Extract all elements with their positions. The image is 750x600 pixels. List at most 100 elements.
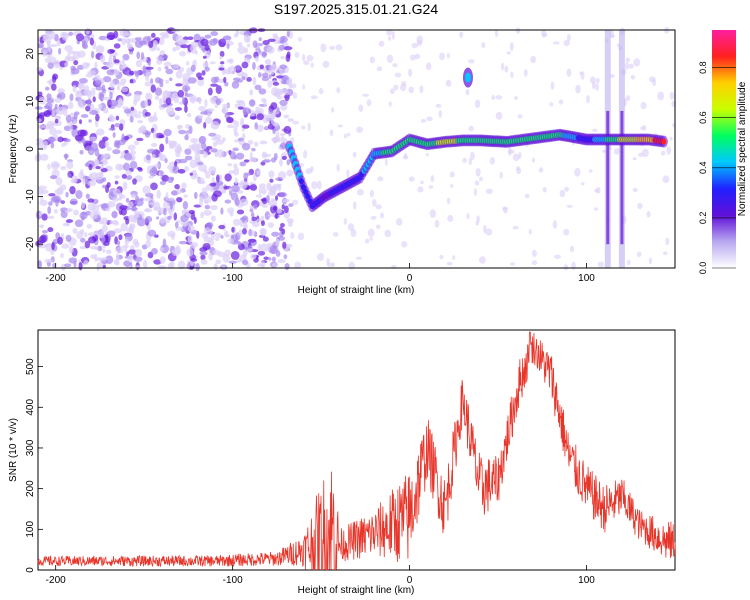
spectrogram-noise-speck bbox=[75, 190, 83, 199]
spectrogram-noise-speck bbox=[219, 55, 223, 60]
spectrogram-noise-speck bbox=[208, 132, 217, 137]
colorbar-label: Normalized spectral amplitude bbox=[737, 81, 748, 216]
spectrogram-noise-speck bbox=[660, 150, 666, 156]
spectrogram-noise-speck bbox=[102, 96, 111, 101]
spectrogram-noise-speck bbox=[588, 169, 593, 173]
spectrogram-noise-speck bbox=[491, 95, 496, 101]
spectrogram-noise-speck bbox=[408, 176, 415, 182]
snr-frame bbox=[37, 329, 676, 571]
spectrogram-noise-speck bbox=[218, 38, 227, 48]
spectrogram-noise-speck bbox=[136, 137, 144, 142]
spectrogram-noise-speck bbox=[137, 167, 143, 172]
spectrogram-noise-speck bbox=[60, 252, 64, 259]
spectrogram-noise-speck bbox=[252, 61, 256, 71]
spectrogram-noise-speck bbox=[294, 51, 300, 59]
spectrogram-noise-speck bbox=[219, 50, 225, 58]
snr-y-tick-label: 300 bbox=[25, 439, 36, 456]
spectrogram-noise-speck bbox=[173, 161, 178, 167]
spectrogram-noise-speck bbox=[252, 40, 258, 49]
spectrogram-noise-speck bbox=[280, 55, 285, 60]
spectrogram-stripe-core bbox=[620, 110, 624, 245]
spectrogram-noise-speck bbox=[259, 64, 264, 70]
spectrogram-noise-speck bbox=[121, 37, 127, 45]
spectrogram-noise-speck bbox=[625, 57, 631, 63]
spectrogram-noise-speck bbox=[300, 125, 306, 130]
spectrogram-noise-speck bbox=[145, 239, 152, 248]
spectrogram-noise-speck bbox=[39, 199, 48, 206]
spectrogram-noise-speck bbox=[243, 107, 247, 116]
spectrogram-noise-speck bbox=[65, 138, 71, 143]
spectrogram-noise-speck bbox=[181, 209, 187, 214]
spectrogram-y-tick-label: 0 bbox=[25, 146, 36, 152]
spectrogram-noise-speck bbox=[204, 34, 212, 39]
spectrogram-noise-speck bbox=[531, 260, 538, 266]
spectrogram-noise-speck bbox=[132, 70, 141, 74]
spectrogram-noise-speck bbox=[231, 184, 240, 193]
spectrogram-noise-speck bbox=[56, 39, 61, 47]
spectrogram-noise-speck bbox=[495, 111, 503, 120]
spectrogram-noise-speck bbox=[200, 259, 208, 265]
spectrogram-noise-speck bbox=[102, 249, 106, 253]
spectrogram-noise-speck bbox=[279, 158, 283, 167]
spectrogram-noise-speck bbox=[310, 95, 318, 100]
spectrogram-noise-speck bbox=[559, 189, 566, 198]
spectrogram-noise-speck bbox=[261, 76, 270, 82]
spectrogram-noise-speck bbox=[167, 164, 174, 170]
spectrogram-noise-speck bbox=[113, 228, 123, 234]
spectrogram-noise-speck bbox=[254, 56, 259, 62]
spectrogram-noise-speck bbox=[196, 72, 202, 79]
spectrogram-noise-speck bbox=[109, 91, 113, 100]
spectrogram-noise-speck bbox=[68, 257, 78, 264]
spectrogram-noise-speck bbox=[303, 149, 308, 159]
spectrogram-x-axis-label: Height of straight line (km) bbox=[298, 285, 415, 296]
spectrogram-noise-speck bbox=[429, 209, 436, 218]
spectrogram-noise-speck bbox=[247, 229, 256, 237]
spectrogram-noise-speck bbox=[183, 194, 188, 198]
spectrogram-noise-speck bbox=[242, 259, 249, 266]
spectrogram-noise-speck bbox=[74, 219, 84, 228]
spectrogram-noise-speck bbox=[89, 37, 95, 46]
spectrogram-noise-speck bbox=[118, 234, 123, 241]
spectrogram-noise-speck bbox=[257, 72, 262, 78]
spectrogram-noise-speck bbox=[502, 206, 508, 211]
spectrogram-noise-speck bbox=[181, 96, 186, 105]
spectrogram-noise-speck bbox=[103, 107, 109, 114]
spectrogram-noise-speck bbox=[552, 220, 558, 229]
spectrogram-noise-speck bbox=[40, 47, 49, 55]
spectrogram-noise-speck bbox=[417, 186, 424, 193]
spectrogram-noise-speck bbox=[144, 81, 152, 87]
spectrogram-noise-speck bbox=[154, 163, 160, 168]
spectrogram-noise-speck bbox=[41, 213, 48, 221]
snr-y-axis-label: SNR (10 * v/v) bbox=[8, 418, 19, 482]
spectrogram-noise-speck bbox=[426, 116, 433, 122]
spectrogram-noise-speck bbox=[194, 149, 201, 155]
spectrogram-noise-speck bbox=[346, 169, 350, 178]
spectrogram-noise-speck bbox=[90, 142, 98, 152]
spectrogram-noise-speck bbox=[236, 79, 244, 83]
spectrogram-noise-speck bbox=[127, 38, 131, 48]
spectrogram-noise-speck bbox=[167, 262, 173, 269]
spectrogram-noise-speck bbox=[51, 83, 57, 91]
spectrogram-noise-speck bbox=[146, 148, 156, 154]
spectrogram-noise-speck bbox=[123, 152, 133, 161]
spectrogram-noise-speck bbox=[394, 72, 402, 78]
spectrogram-noise-speck bbox=[159, 180, 166, 186]
spectrogram-noise-speck bbox=[449, 171, 455, 178]
spectrogram-noise-speck bbox=[230, 250, 240, 260]
spectrogram-noise-speck bbox=[208, 166, 217, 175]
spectrogram-noise-speck bbox=[36, 118, 42, 123]
spectrogram-y-axis-label: Frequency (Hz) bbox=[8, 115, 19, 184]
spectrogram-noise-speck bbox=[310, 62, 314, 68]
spectrogram-noise-speck bbox=[225, 116, 234, 124]
spectrogram-noise-speck bbox=[150, 142, 158, 148]
spectrogram-noise-speck bbox=[134, 37, 142, 41]
spectrogram-noise-speck bbox=[628, 63, 634, 69]
spectrogram-noise-speck bbox=[54, 118, 59, 124]
spectrogram-noise-speck bbox=[165, 191, 169, 201]
spectrogram-noise-speck bbox=[563, 228, 570, 236]
spectrogram-noise-speck bbox=[515, 27, 521, 34]
spectrogram-noise-speck bbox=[201, 187, 208, 196]
spectrogram-y-tick-label: -20 bbox=[25, 237, 36, 252]
spectrogram-noise-speck bbox=[165, 136, 169, 145]
spectrogram-noise-speck bbox=[161, 174, 170, 182]
